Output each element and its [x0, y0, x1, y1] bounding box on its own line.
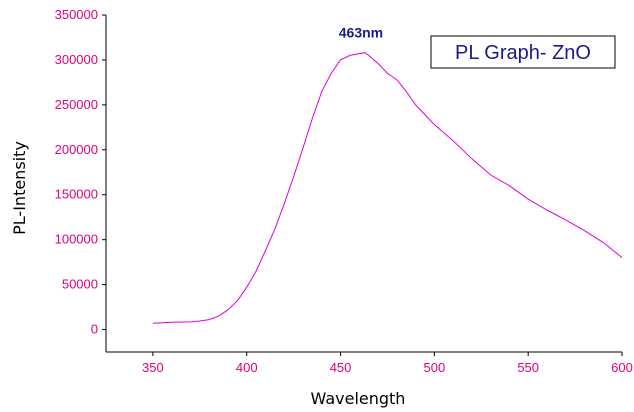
x-tick-label: 550 — [517, 360, 539, 375]
y-tick-label: 0 — [91, 322, 98, 337]
x-tick-label: 600 — [611, 360, 633, 375]
x-tick-label: 400 — [236, 360, 258, 375]
x-tick-label: 350 — [142, 360, 164, 375]
x-ticks: 350 400 450 500 550 600 — [142, 352, 633, 375]
x-tick-label: 500 — [424, 360, 446, 375]
y-tick-label: 250000 — [55, 97, 98, 112]
y-tick-label: 150000 — [55, 187, 98, 202]
pl-series-line — [152, 52, 623, 324]
legend-box: PL Graph- ZnO — [430, 35, 616, 69]
x-axis-label: Wavelength — [311, 389, 406, 408]
axes — [105, 15, 622, 353]
y-axis-label: PL-Intensity — [10, 141, 29, 235]
x-tick-label: 450 — [330, 360, 352, 375]
plot-area — [152, 52, 623, 324]
y-tick-label: 50000 — [62, 277, 98, 292]
peak-annotation: 463nm — [339, 25, 383, 41]
y-ticks: 0 50000 100000 150000 200000 250000 300000 3500… — [55, 7, 106, 337]
y-tick-label: 200000 — [55, 142, 98, 157]
y-tick-label: 350000 — [55, 7, 98, 22]
y-tick-label: 100000 — [55, 232, 98, 247]
legend-frame — [430, 35, 616, 69]
legend-label: PL Graph- ZnO — [455, 42, 591, 64]
y-tick-label: 300000 — [55, 52, 98, 67]
